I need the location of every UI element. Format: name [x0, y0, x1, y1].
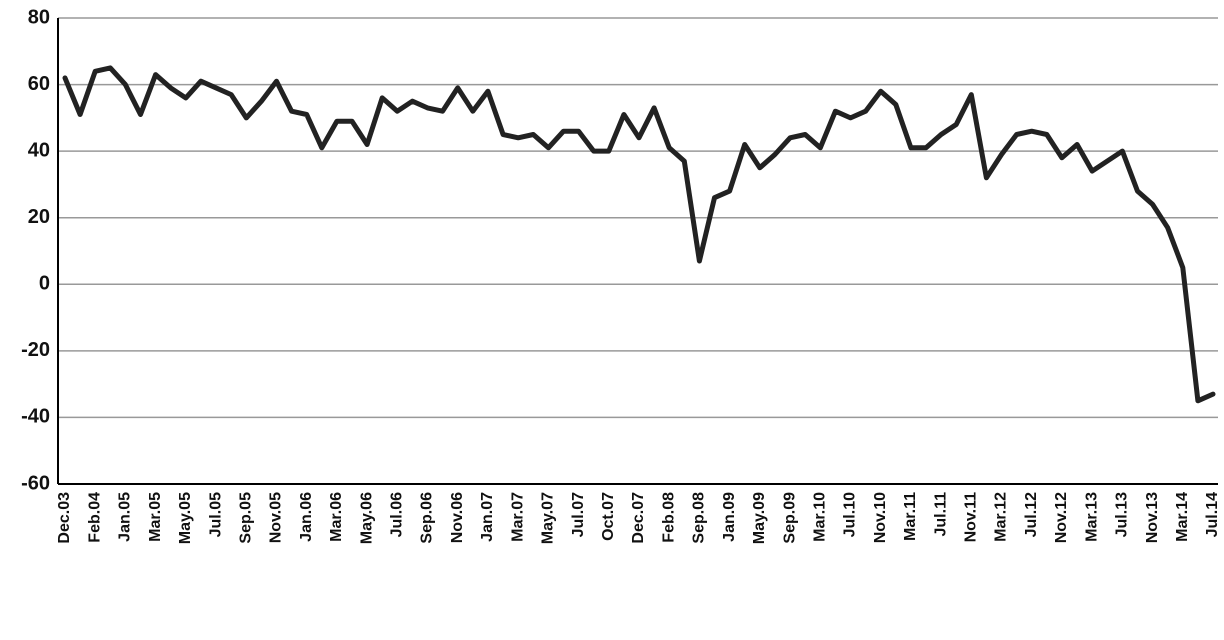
- data-line: [62, 65, 1216, 404]
- x-tick-label: Mar.06: [328, 492, 345, 542]
- x-tick-label: Mar.11: [902, 492, 919, 541]
- x-tick-label: May.09: [751, 492, 768, 544]
- x-tick-label: Nov.06: [449, 492, 466, 543]
- y-tick-label: -60: [21, 472, 50, 494]
- x-tick-label: Nov.13: [1144, 492, 1161, 543]
- y-tick-label: 0: [39, 273, 50, 295]
- x-tick-label: Dec.03: [56, 492, 73, 544]
- x-tick-label: Sep.05: [237, 492, 254, 544]
- x-tick-label: Mar.05: [147, 492, 164, 542]
- x-tick-label: Jul.07: [570, 492, 587, 537]
- x-tick-label: Nov.12: [1053, 492, 1070, 543]
- x-tick-label: Jul.13: [1114, 492, 1131, 537]
- y-tick-label: -40: [21, 406, 50, 428]
- x-tick-label: Jul.10: [842, 492, 859, 537]
- x-tick-label: Mar.12: [993, 492, 1010, 542]
- x-tick-label: Sep.09: [781, 492, 798, 544]
- y-tick-label: -20: [21, 339, 50, 361]
- x-tick-label: Oct.07: [600, 492, 617, 541]
- x-tick-label: May.07: [540, 492, 557, 544]
- y-tick-label: 40: [28, 139, 50, 161]
- x-tick-label: Mar.13: [1083, 492, 1100, 542]
- x-tick-label: Nov.10: [872, 492, 889, 543]
- x-tick-label: Mar.07: [509, 492, 526, 542]
- x-tick-label: Jan.05: [117, 492, 134, 542]
- x-tick-label: May.05: [177, 492, 194, 544]
- x-tick-label: Jan.09: [721, 492, 738, 542]
- x-tick-label: Jan.07: [479, 492, 496, 542]
- x-tick-label: Jul.12: [1023, 492, 1040, 537]
- x-tick-label: Jul.05: [207, 492, 224, 537]
- x-tick-label: Sep.08: [691, 492, 708, 544]
- y-tick-label: 80: [28, 6, 50, 28]
- x-tick-label: Feb.04: [86, 492, 103, 543]
- x-tick-label: Nov.05: [268, 492, 285, 543]
- x-tick-label: Jul.11: [932, 492, 949, 537]
- x-tick-label: Sep.06: [419, 492, 436, 544]
- x-tick-label: Dec.07: [630, 492, 647, 544]
- x-tick-label: May.06: [358, 492, 375, 544]
- x-tick-label: Nov.11: [963, 492, 980, 543]
- x-tick-label: Feb.08: [660, 492, 677, 543]
- y-tick-label: 60: [28, 73, 50, 95]
- x-tick-label: Jul.14: [1204, 492, 1221, 537]
- y-tick-label: 20: [28, 206, 50, 228]
- x-tick-label: Mar.14: [1174, 492, 1191, 542]
- x-tick-label: Jan.06: [298, 492, 315, 542]
- x-tick-label: Jul.06: [389, 492, 406, 537]
- x-tick-label: Mar.10: [811, 492, 828, 542]
